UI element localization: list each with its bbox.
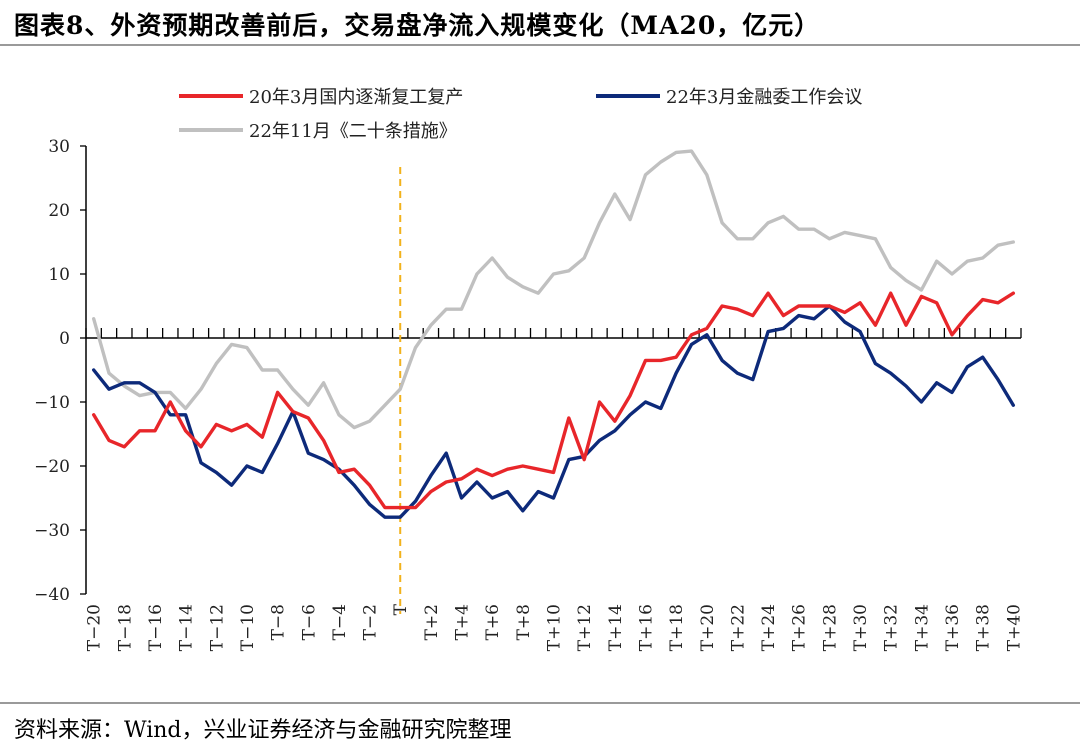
legend-label: 22年11月《二十条措施》 [249,121,457,142]
x-tick-label: T+10 [545,604,565,651]
source-divider [0,702,1080,704]
y-tick-label: −20 [34,457,70,477]
legend-label: 22年3月金融委工作会议 [666,87,862,108]
y-tick-label: 10 [48,265,70,285]
legend-label: 20年3月国内逐渐复工复产 [249,87,463,108]
x-tick-label: T+24 [759,604,779,651]
x-tick-label: T−18 [115,604,135,651]
x-tick-label: T+28 [820,604,840,651]
x-tick-label: T−16 [146,604,166,651]
y-tick-label: 20 [48,201,70,221]
legend: 20年3月国内逐渐复工复产 22年3月金融委工作会议 22年11月《二十条措施》 [179,87,862,142]
x-tick-label: T [391,603,411,615]
chart-title: 图表8、外资预期改善前后，交易盘净流入规模变化（MA20，亿元） [14,11,821,40]
x-tick-label: T+22 [728,604,748,651]
x-tick-label: T−6 [299,604,319,640]
x-tick-label: T+40 [1004,604,1024,651]
series-line [91,304,1015,519]
series-line [91,149,1015,430]
y-tick-label: 30 [48,137,70,157]
x-tick-label: T+36 [943,604,963,651]
y-axis-tick-labels: −40 −30 −20 −10 0 10 20 30 [34,137,70,605]
y-tick-label: −40 [34,585,70,605]
y-tick-label: −10 [34,393,70,413]
x-tick-label: T−10 [238,604,258,651]
x-tick-label: T−14 [177,604,197,651]
x-axis-tick-labels: T−20 T−18 T−16 T−14 T−12 T−10 T−8 T−6 T−4 T−2 T T+2… [85,603,1025,651]
x-tick-label: T+18 [667,604,687,651]
x-tick-label: T+2 [422,604,442,640]
x-tick-label: T+32 [882,604,902,651]
x-tick-label: T+34 [912,604,932,651]
x-tick-label: T−2 [361,604,381,640]
x-tick-label: T−4 [330,604,350,640]
y-tick-label: 0 [59,329,70,349]
axes [80,145,1022,595]
x-tick-label: T+6 [483,604,503,640]
title-divider [0,44,1080,46]
x-tick-label: T−8 [269,604,289,640]
x-tick-label: T+12 [575,604,595,651]
x-tick-label: T+4 [453,604,473,640]
x-tick-label: T+14 [606,604,626,651]
source-note: 资料来源：Wind，兴业证券经济与金融研究院整理 [14,718,512,743]
x-tick-label: T+38 [974,604,994,651]
line-chart: −40 −30 −20 −10 0 10 20 30 T−20 T−18 T−16 T−14 T−12… [34,87,1025,651]
x-tick-label: T+30 [851,604,871,651]
x-tick-label: T−12 [207,604,227,651]
x-tick-label: T+8 [514,604,534,640]
x-tick-label: T−20 [85,604,105,651]
x-tick-label: T+26 [790,604,810,651]
series-lines [91,149,1015,519]
x-tick-label: T+20 [698,604,718,651]
y-tick-label: −30 [34,521,70,541]
x-tick-label: T+16 [636,604,656,651]
series-line [91,291,1015,510]
